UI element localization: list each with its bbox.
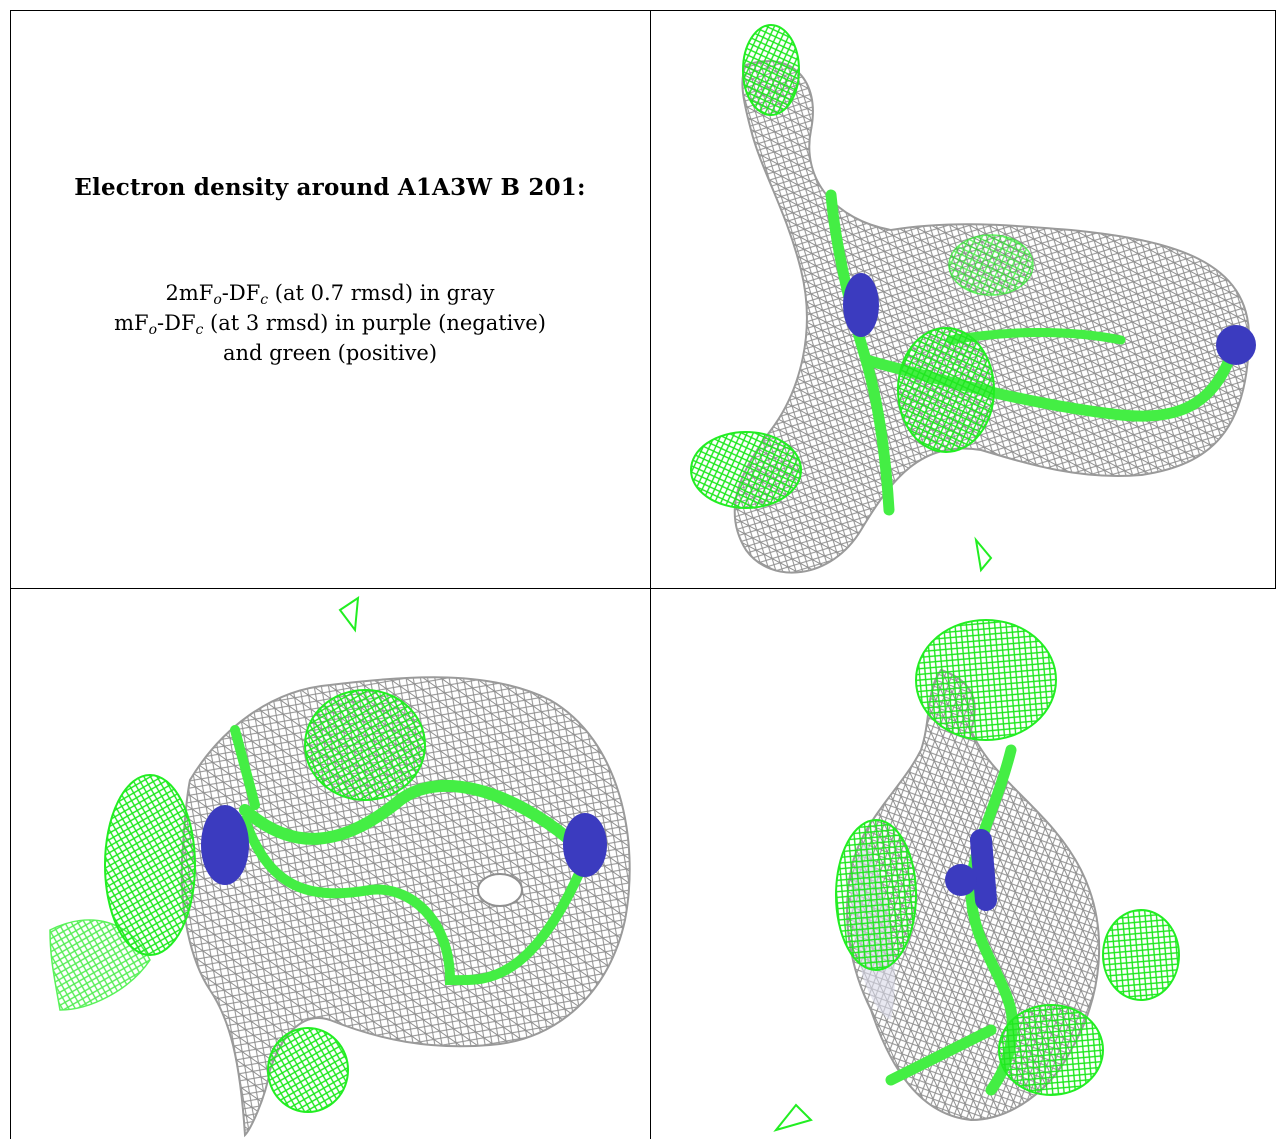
caption-line-2: mFo-DFc (at 3 rmsd) in purple (negative) [114, 311, 546, 338]
density-mesh-green [998, 1004, 1104, 1096]
caption-line-1: 2mFo-DFc (at 0.7 rmsd) in gray [165, 281, 495, 308]
density-mesh-gray [180, 676, 631, 1138]
table-border-middle [10, 588, 1276, 589]
ligand-stick [885, 1024, 997, 1086]
density-mesh-green [267, 1027, 349, 1113]
density-mesh-green [49, 919, 151, 1011]
caption-body: 2mFo-DFc (at 0.7 rmsd) in gray mFo-DFc (… [10, 278, 650, 368]
density-mesh-green [690, 431, 802, 509]
density-mesh-green [915, 619, 1057, 741]
nitrogen-bond [970, 829, 997, 911]
caption-cell: Electron density around A1A3W B 201: 2mF… [10, 10, 650, 588]
density-mesh-green [974, 536, 993, 573]
density-mesh-green [338, 596, 360, 633]
density-mesh-green [304, 689, 426, 801]
view-bottom-right [651, 590, 1276, 1139]
nitrogen-atom [201, 805, 249, 885]
nitrogen-atom [1216, 325, 1256, 365]
density-mesh-gray [733, 60, 1251, 574]
table-border-center [650, 10, 651, 1139]
nitrogen-atom [843, 273, 879, 337]
density-mesh-green [742, 24, 800, 116]
caption-title: Electron density around A1A3W B 201: [74, 174, 586, 201]
density-mesh-green [773, 1103, 813, 1132]
ligand-stick [230, 725, 260, 810]
density-ring-hole [477, 873, 523, 907]
table-border-top [10, 10, 1276, 11]
nitrogen-atom [563, 813, 607, 877]
caption-line-3: and green (positive) [222, 341, 438, 365]
view-top-right [651, 10, 1276, 588]
view-bottom-left [10, 590, 650, 1139]
density-mesh-green [835, 819, 917, 971]
density-mesh-green [1102, 909, 1180, 1001]
nitrogen-atom [945, 864, 977, 896]
density-mesh-green [897, 327, 995, 453]
figure-frame: Electron density around A1A3W B 201: 2mF… [10, 10, 1276, 1139]
density-mesh-green [104, 774, 196, 956]
ligand-stick [239, 779, 576, 846]
table-border-left [10, 10, 11, 1139]
ligand-stick [240, 815, 590, 986]
density-mesh-green [948, 234, 1034, 296]
